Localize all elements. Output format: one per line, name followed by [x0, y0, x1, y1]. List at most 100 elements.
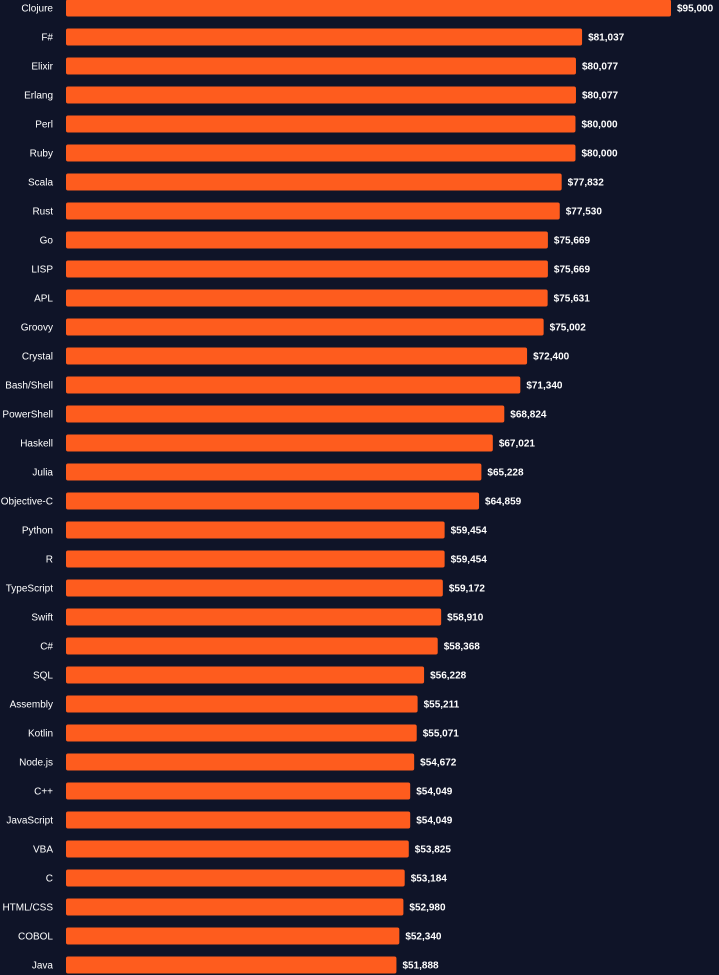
bar	[66, 666, 425, 684]
value-label: $51,888	[402, 961, 439, 972]
bar	[66, 550, 445, 568]
value-label: $77,530	[566, 207, 603, 218]
category-label: Ruby	[30, 149, 53, 160]
value-label: $81,037	[588, 33, 625, 44]
bar	[66, 115, 576, 133]
bar	[66, 695, 418, 713]
category-label: Go	[40, 236, 54, 247]
value-label: $95,000	[677, 4, 714, 15]
value-label: $80,077	[582, 62, 619, 73]
category-label: SQL	[33, 671, 53, 682]
value-label: $80,000	[581, 120, 618, 131]
category-label: Node.js	[19, 758, 53, 769]
category-label: Objective-C	[1, 497, 53, 508]
value-label: $54,049	[416, 787, 453, 798]
category-label: Java	[32, 961, 54, 972]
category-labels: Clojure F# Elixir Erlang Perl Ruby Scala Rust Go…	[1, 4, 54, 972]
bar	[66, 724, 417, 742]
category-label: JavaScript	[6, 816, 53, 827]
value-label: $54,672	[420, 758, 457, 769]
bar	[66, 231, 548, 249]
category-label: Julia	[32, 468, 53, 479]
value-label: $77,832	[568, 178, 605, 189]
bar	[66, 869, 405, 887]
category-label: Clojure	[21, 4, 53, 15]
category-label: VBA	[33, 845, 53, 856]
bar	[66, 521, 445, 539]
category-label: R	[46, 555, 53, 566]
category-label: HTML/CSS	[2, 903, 53, 914]
bar	[66, 463, 482, 481]
category-label: PowerShell	[2, 410, 53, 421]
bar	[66, 753, 415, 771]
value-label: $71,340	[526, 381, 563, 392]
bar	[66, 376, 521, 394]
category-label: Elixir	[31, 62, 53, 73]
bar	[66, 927, 400, 945]
category-label: LISP	[31, 265, 53, 276]
bar	[66, 260, 548, 278]
value-label: $75,631	[554, 294, 591, 305]
category-label: C	[46, 874, 53, 885]
bar	[66, 318, 544, 336]
category-label: Groovy	[21, 323, 53, 334]
category-label: APL	[34, 294, 53, 305]
bar	[66, 0, 671, 17]
value-label: $52,980	[409, 903, 446, 914]
value-label: $55,071	[423, 729, 460, 740]
value-label: $53,825	[415, 845, 452, 856]
bar	[66, 173, 562, 191]
category-label: Perl	[35, 120, 53, 131]
value-label: $75,669	[554, 236, 591, 247]
value-label: $52,340	[405, 932, 442, 943]
value-label: $58,368	[444, 642, 481, 653]
bar	[66, 347, 528, 365]
category-label: Scala	[28, 178, 53, 189]
value-label: $54,049	[416, 816, 453, 827]
bar	[66, 898, 404, 916]
bar	[66, 434, 493, 452]
category-label: Python	[22, 526, 53, 537]
bar	[66, 144, 576, 162]
value-label: $55,211	[424, 700, 460, 711]
category-label: Bash/Shell	[5, 381, 53, 392]
bar	[66, 28, 583, 46]
category-label: Assembly	[10, 700, 53, 711]
value-label: $53,184	[411, 874, 448, 885]
bar	[66, 289, 548, 307]
category-label: TypeScript	[6, 584, 53, 595]
value-label: $59,454	[451, 555, 488, 566]
bar	[66, 492, 480, 510]
bar	[66, 608, 442, 626]
value-label: $80,077	[582, 91, 619, 102]
bar	[66, 579, 443, 597]
category-label: Kotlin	[28, 729, 53, 740]
value-labels: $95,000 $81,037 $80,077 $80,077 $80,000 $80,0…	[402, 4, 713, 972]
category-label: C#	[40, 642, 53, 653]
value-label: $75,002	[550, 323, 587, 334]
value-label: $58,910	[447, 613, 484, 624]
category-label: Swift	[31, 613, 53, 624]
value-label: $59,454	[451, 526, 488, 537]
category-label: F#	[41, 33, 53, 44]
value-label: $72,400	[533, 352, 570, 363]
bar	[66, 840, 409, 858]
value-label: $59,172	[449, 584, 486, 595]
category-label: Crystal	[22, 352, 53, 363]
value-label: $75,669	[554, 265, 591, 276]
category-label: Rust	[32, 207, 53, 218]
value-label: $67,021	[499, 439, 536, 450]
value-label: $64,859	[485, 497, 522, 508]
category-label: Haskell	[20, 439, 53, 450]
category-label: COBOL	[18, 932, 53, 943]
category-label: C++	[34, 787, 53, 798]
bar	[66, 86, 576, 104]
category-label: Erlang	[24, 91, 53, 102]
bars	[66, 0, 671, 974]
bar	[66, 782, 411, 800]
bar	[66, 57, 576, 75]
bar	[66, 811, 411, 829]
value-label: $80,000	[581, 149, 618, 160]
value-label: $68,824	[510, 410, 547, 421]
